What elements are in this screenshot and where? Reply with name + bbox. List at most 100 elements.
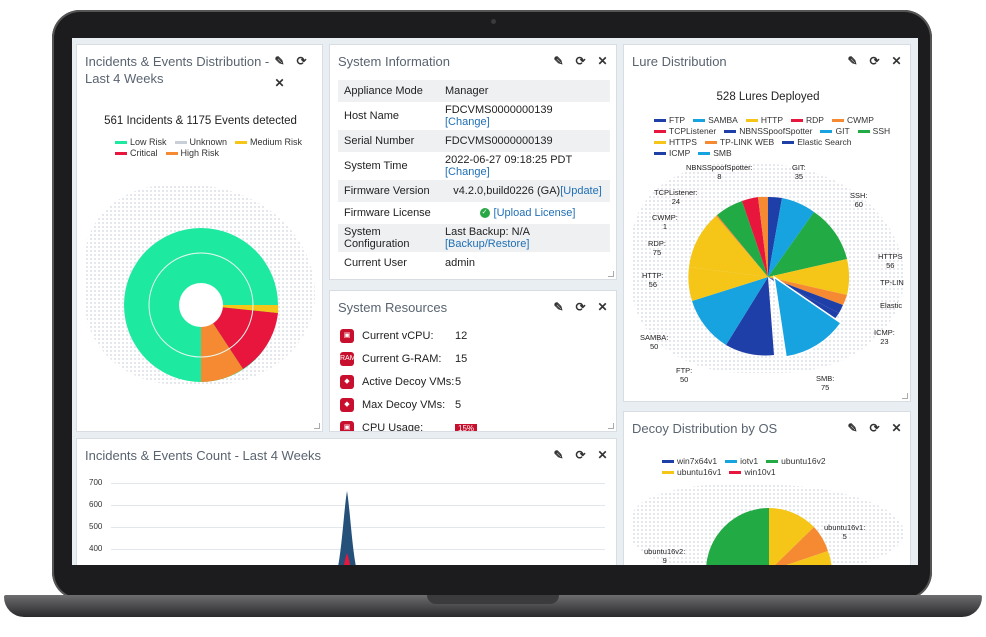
- info-row: Host Name FDCVMS0000000139 [Change]: [338, 102, 610, 130]
- incidents-distribution-panel: Incidents & Events Distribution - Last 4…: [76, 44, 323, 432]
- legend-item[interactable]: SMB: [698, 148, 732, 158]
- critical-slice[interactable]: [201, 305, 278, 369]
- close-icon[interactable]: ✕: [597, 300, 608, 314]
- slice-label: RDP: 75: [648, 239, 666, 257]
- grid-line: [111, 527, 605, 528]
- legend-item[interactable]: Low Risk: [115, 137, 167, 147]
- refresh-icon[interactable]: ⟳: [296, 54, 307, 68]
- https-slice[interactable]: [768, 259, 850, 295]
- close-icon[interactable]: ✕: [891, 421, 902, 435]
- legend-item[interactable]: NBNSSpoofSpotter: [724, 126, 812, 136]
- legend-item[interactable]: SSH: [857, 126, 890, 136]
- camera: [491, 19, 496, 24]
- legend-item[interactable]: Medium Risk: [235, 137, 302, 147]
- panel-tools-row2: ✕: [273, 77, 286, 90]
- close-icon[interactable]: ✕: [597, 54, 608, 68]
- legend-item[interactable]: TP-LINK WEB: [704, 137, 774, 147]
- panel-title: System Resources: [338, 300, 448, 315]
- legend-item[interactable]: Unknown: [174, 137, 227, 147]
- git-slice[interactable]: [768, 198, 814, 277]
- misc-slice[interactable]: [758, 196, 768, 277]
- y-tick: 400: [89, 544, 103, 553]
- ram-icon: RAM: [340, 352, 356, 366]
- resize-handle[interactable]: [608, 423, 614, 429]
- legend-item[interactable]: ubuntu16v2: [766, 456, 826, 466]
- grid-line: [111, 483, 605, 484]
- refresh-icon[interactable]: ⟳: [869, 54, 880, 68]
- close-icon[interactable]: ✕: [891, 54, 902, 68]
- smb-slice[interactable]: [773, 275, 843, 358]
- legend-item[interactable]: win7x64v1: [662, 456, 717, 466]
- grid-line: [111, 505, 605, 506]
- legend-item[interactable]: HTTP: [745, 115, 783, 125]
- change-hostname-link[interactable]: [Change]: [445, 116, 490, 128]
- slice-label: TCPListener: 24: [654, 188, 698, 206]
- legend-item[interactable]: GIT: [820, 126, 850, 136]
- legend-item[interactable]: TCPListener: [654, 126, 716, 136]
- edit-icon[interactable]: ✎: [847, 421, 858, 435]
- legend-item[interactable]: RDP: [791, 115, 824, 125]
- cwmp-slice[interactable]: [716, 215, 768, 277]
- legend-item[interactable]: HTTPS: [654, 137, 697, 147]
- samba-slice[interactable]: [692, 277, 768, 345]
- refresh-icon[interactable]: ⟳: [575, 300, 586, 314]
- refresh-icon[interactable]: ⟳: [575, 448, 586, 462]
- edit-icon[interactable]: ✎: [553, 300, 564, 314]
- resize-handle[interactable]: [902, 393, 908, 399]
- panel-tools: ✎ ⟳ ✕: [552, 449, 609, 462]
- legend-item[interactable]: ubuntu16v1: [662, 467, 721, 477]
- donut-hole: [179, 283, 223, 327]
- panel-tools: ✎ ⟳ ✕: [552, 301, 609, 314]
- ssh-slice[interactable]: [768, 212, 847, 277]
- legend-item[interactable]: win10v1: [729, 467, 776, 477]
- slice-label: GIT: 35: [792, 163, 806, 181]
- slice-label: CWMP: 1: [652, 213, 678, 231]
- ftp-slice[interactable]: [726, 277, 774, 356]
- rdp-slice[interactable]: [689, 216, 768, 277]
- refresh-icon[interactable]: ⟳: [575, 54, 586, 68]
- edit-icon[interactable]: ✎: [553, 448, 564, 462]
- lure-summary: 528 Lures Deployed: [716, 91, 820, 103]
- update-firmware-link[interactable]: [Update]: [560, 185, 602, 197]
- tcplistener-green-slice[interactable]: [717, 201, 768, 277]
- edit-icon[interactable]: ✎: [553, 54, 564, 68]
- change-time-link[interactable]: [Change]: [445, 166, 490, 178]
- win10v1-slice[interactable]: [769, 527, 828, 565]
- edit-icon[interactable]: ✎: [274, 54, 285, 68]
- legend-item[interactable]: High Risk: [165, 148, 219, 158]
- legend-item[interactable]: iotv1: [725, 456, 758, 466]
- panel-title: Incidents & Events Count - Last 4 Weeks: [85, 448, 322, 463]
- legend-item[interactable]: CWMP: [831, 115, 874, 125]
- resize-handle[interactable]: [608, 271, 614, 277]
- upload-license-link[interactable]: [Upload License]: [493, 207, 576, 219]
- decoy-icon: ◆: [340, 375, 354, 389]
- ubuntu16v1-slice[interactable]: [769, 508, 814, 565]
- tcplistener-slice[interactable]: [742, 197, 768, 277]
- legend-item[interactable]: Elastic Search: [782, 137, 852, 147]
- nbns-slice[interactable]: [768, 196, 782, 277]
- edit-icon[interactable]: ✎: [847, 54, 858, 68]
- ubuntu16v1-slice-lower[interactable]: [769, 551, 832, 565]
- resource-row: ◆ Max Decoy VMs: 5: [340, 398, 461, 412]
- panel-tools: ✎ ⟳ ✕: [846, 422, 903, 435]
- incidents-series-area[interactable]: [343, 553, 351, 565]
- slice-label: Elastic: [880, 301, 903, 310]
- legend-item[interactable]: SAMBA: [693, 115, 738, 125]
- resource-row: ◆ Active Decoy VMs: 5: [340, 375, 461, 389]
- backup-restore-link[interactable]: [Backup/Restore]: [445, 238, 530, 250]
- ubuntu16v2-slice[interactable]: [706, 508, 769, 565]
- http-slice[interactable]: [688, 267, 768, 301]
- legend-item[interactable]: ICMP: [654, 148, 690, 158]
- resize-handle[interactable]: [314, 423, 320, 429]
- close-icon[interactable]: ✕: [274, 76, 285, 90]
- events-series-area[interactable]: [337, 491, 357, 565]
- panel-title: System Information: [338, 54, 450, 69]
- refresh-icon[interactable]: ⟳: [869, 421, 880, 435]
- legend-item[interactable]: FTP: [654, 115, 685, 125]
- cpu-usage-bar: 15%: [455, 423, 478, 431]
- legend-item[interactable]: Critical: [115, 148, 158, 158]
- lure-legend: FTP SAMBA HTTP RDP CWMP TCPListener NBNS…: [654, 115, 894, 158]
- close-icon[interactable]: ✕: [597, 448, 608, 462]
- tplink-slice[interactable]: [768, 277, 847, 305]
- info-row: Serial Number FDCVMS0000000139: [338, 130, 610, 152]
